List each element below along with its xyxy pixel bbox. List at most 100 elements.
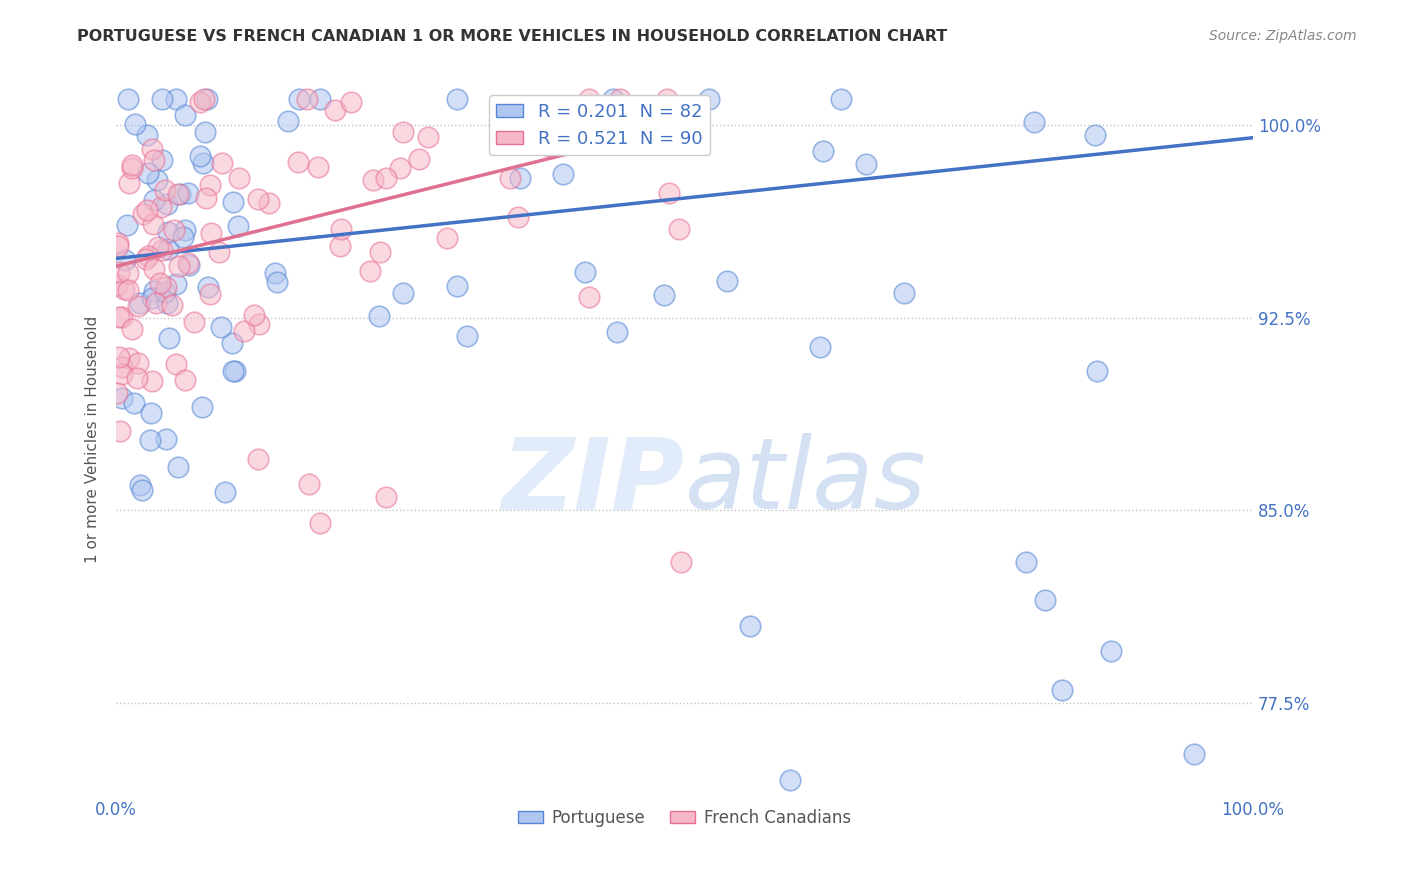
- Point: [697, 92, 720, 106]
- Point: [127, 355, 149, 369]
- Point: [111, 359, 134, 374]
- Point: [307, 160, 329, 174]
- Point: [308, 92, 330, 106]
- Point: [172, 230, 194, 244]
- Point: [156, 197, 179, 211]
- Point: [107, 236, 129, 251]
- Point: [107, 277, 129, 292]
- Point: [157, 330, 180, 344]
- Y-axis label: 1 or more Vehicles in Household: 1 or more Vehicles in Household: [86, 316, 100, 563]
- Point: [191, 156, 214, 170]
- Point: [188, 95, 211, 109]
- Point: [257, 196, 280, 211]
- Point: [446, 279, 468, 293]
- Point: [221, 335, 243, 350]
- Point: [287, 155, 309, 169]
- Point: [359, 263, 381, 277]
- Point: [374, 491, 396, 505]
- Point: [208, 244, 231, 259]
- Point: [128, 477, 150, 491]
- Point: [599, 111, 621, 125]
- Point: [578, 290, 600, 304]
- Point: [574, 265, 596, 279]
- Point: [107, 350, 129, 364]
- Point: [652, 288, 675, 302]
- Point: [122, 396, 145, 410]
- Point: [893, 285, 915, 300]
- Point: [222, 364, 245, 378]
- Point: [121, 158, 143, 172]
- Point: [136, 202, 159, 217]
- Point: [436, 231, 458, 245]
- Point: [155, 432, 177, 446]
- Text: PORTUGUESE VS FRENCH CANADIAN 1 OR MORE VEHICLES IN HOUSEHOLD CORRELATION CHART: PORTUGUESE VS FRENCH CANADIAN 1 OR MORE …: [77, 29, 948, 44]
- Point: [368, 245, 391, 260]
- Point: [108, 265, 131, 279]
- Point: [177, 186, 200, 200]
- Point: [111, 310, 134, 325]
- Text: Source: ZipAtlas.com: Source: ZipAtlas.com: [1209, 29, 1357, 43]
- Point: [127, 299, 149, 313]
- Point: [142, 262, 165, 277]
- Point: [198, 287, 221, 301]
- Point: [179, 258, 201, 272]
- Point: [602, 92, 624, 106]
- Point: [1085, 364, 1108, 378]
- Point: [152, 92, 174, 106]
- Point: [149, 276, 172, 290]
- Point: [193, 92, 215, 106]
- Point: [132, 207, 155, 221]
- Point: [198, 178, 221, 192]
- Point: [506, 210, 529, 224]
- Point: [200, 226, 222, 240]
- Point: [107, 386, 129, 401]
- Point: [309, 516, 332, 530]
- Point: [339, 95, 361, 109]
- Point: [121, 322, 143, 336]
- Point: [160, 298, 183, 312]
- Point: [224, 364, 246, 378]
- Point: [222, 195, 245, 210]
- Point: [738, 618, 761, 632]
- Point: [361, 173, 384, 187]
- Point: [211, 156, 233, 170]
- Point: [408, 152, 430, 166]
- Point: [329, 239, 352, 253]
- Point: [668, 221, 690, 235]
- Point: [124, 117, 146, 131]
- Point: [169, 186, 191, 201]
- Point: [389, 161, 412, 175]
- Point: [416, 130, 439, 145]
- Point: [136, 166, 159, 180]
- Point: [166, 186, 188, 201]
- Point: [246, 451, 269, 466]
- Point: [166, 357, 188, 371]
- Point: [167, 259, 190, 273]
- Text: atlas: atlas: [685, 434, 927, 531]
- Point: [139, 434, 162, 448]
- Point: [135, 252, 157, 266]
- Point: [855, 157, 877, 171]
- Point: [153, 183, 176, 197]
- Point: [194, 191, 217, 205]
- Point: [153, 285, 176, 299]
- Point: [188, 148, 211, 162]
- Point: [277, 114, 299, 128]
- Point: [108, 310, 131, 324]
- Point: [177, 256, 200, 270]
- Point: [155, 280, 177, 294]
- Point: [456, 329, 478, 343]
- Point: [183, 315, 205, 329]
- Point: [233, 324, 256, 338]
- Legend: Portuguese, French Canadians: Portuguese, French Canadians: [512, 803, 858, 834]
- Point: [779, 772, 801, 787]
- Point: [143, 193, 166, 207]
- Point: [112, 282, 135, 296]
- Point: [118, 177, 141, 191]
- Point: [107, 239, 129, 253]
- Point: [125, 371, 148, 385]
- Point: [156, 242, 179, 256]
- Point: [156, 225, 179, 239]
- Point: [537, 139, 560, 153]
- Point: [264, 266, 287, 280]
